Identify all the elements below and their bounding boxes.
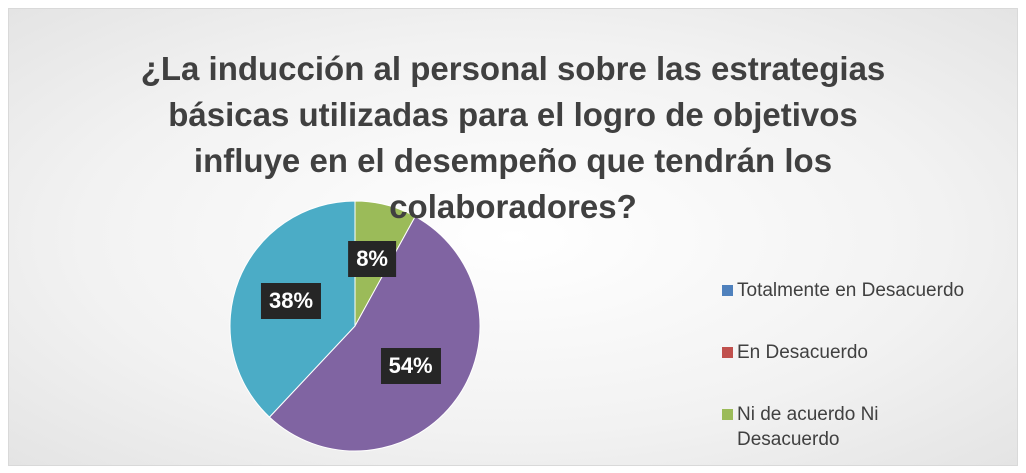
legend-label: Ni de acuerdo Ni Desacuerdo	[737, 404, 879, 450]
data-label: 54%	[380, 348, 441, 385]
chart-title: ¿La inducción al personal sobre las estr…	[140, 50, 886, 225]
legend-swatch	[722, 409, 733, 420]
chart-area	[8, 8, 1018, 466]
data-label: 38%	[261, 282, 322, 319]
pie-slice	[268, 215, 481, 452]
legend-item: En Desacuerdo	[722, 340, 1022, 365]
legend-item: Totalmente en Desacuerdo	[722, 278, 1022, 303]
legend-label: Totalmente en Desacuerdo	[737, 280, 965, 301]
data-label: 8%	[348, 241, 396, 278]
legend-swatch	[722, 285, 733, 296]
legend-label: En Desacuerdo	[737, 342, 868, 363]
legend-swatch	[722, 347, 733, 358]
legend-item: Ni de acuerdo Ni Desacuerdo	[722, 402, 1022, 452]
